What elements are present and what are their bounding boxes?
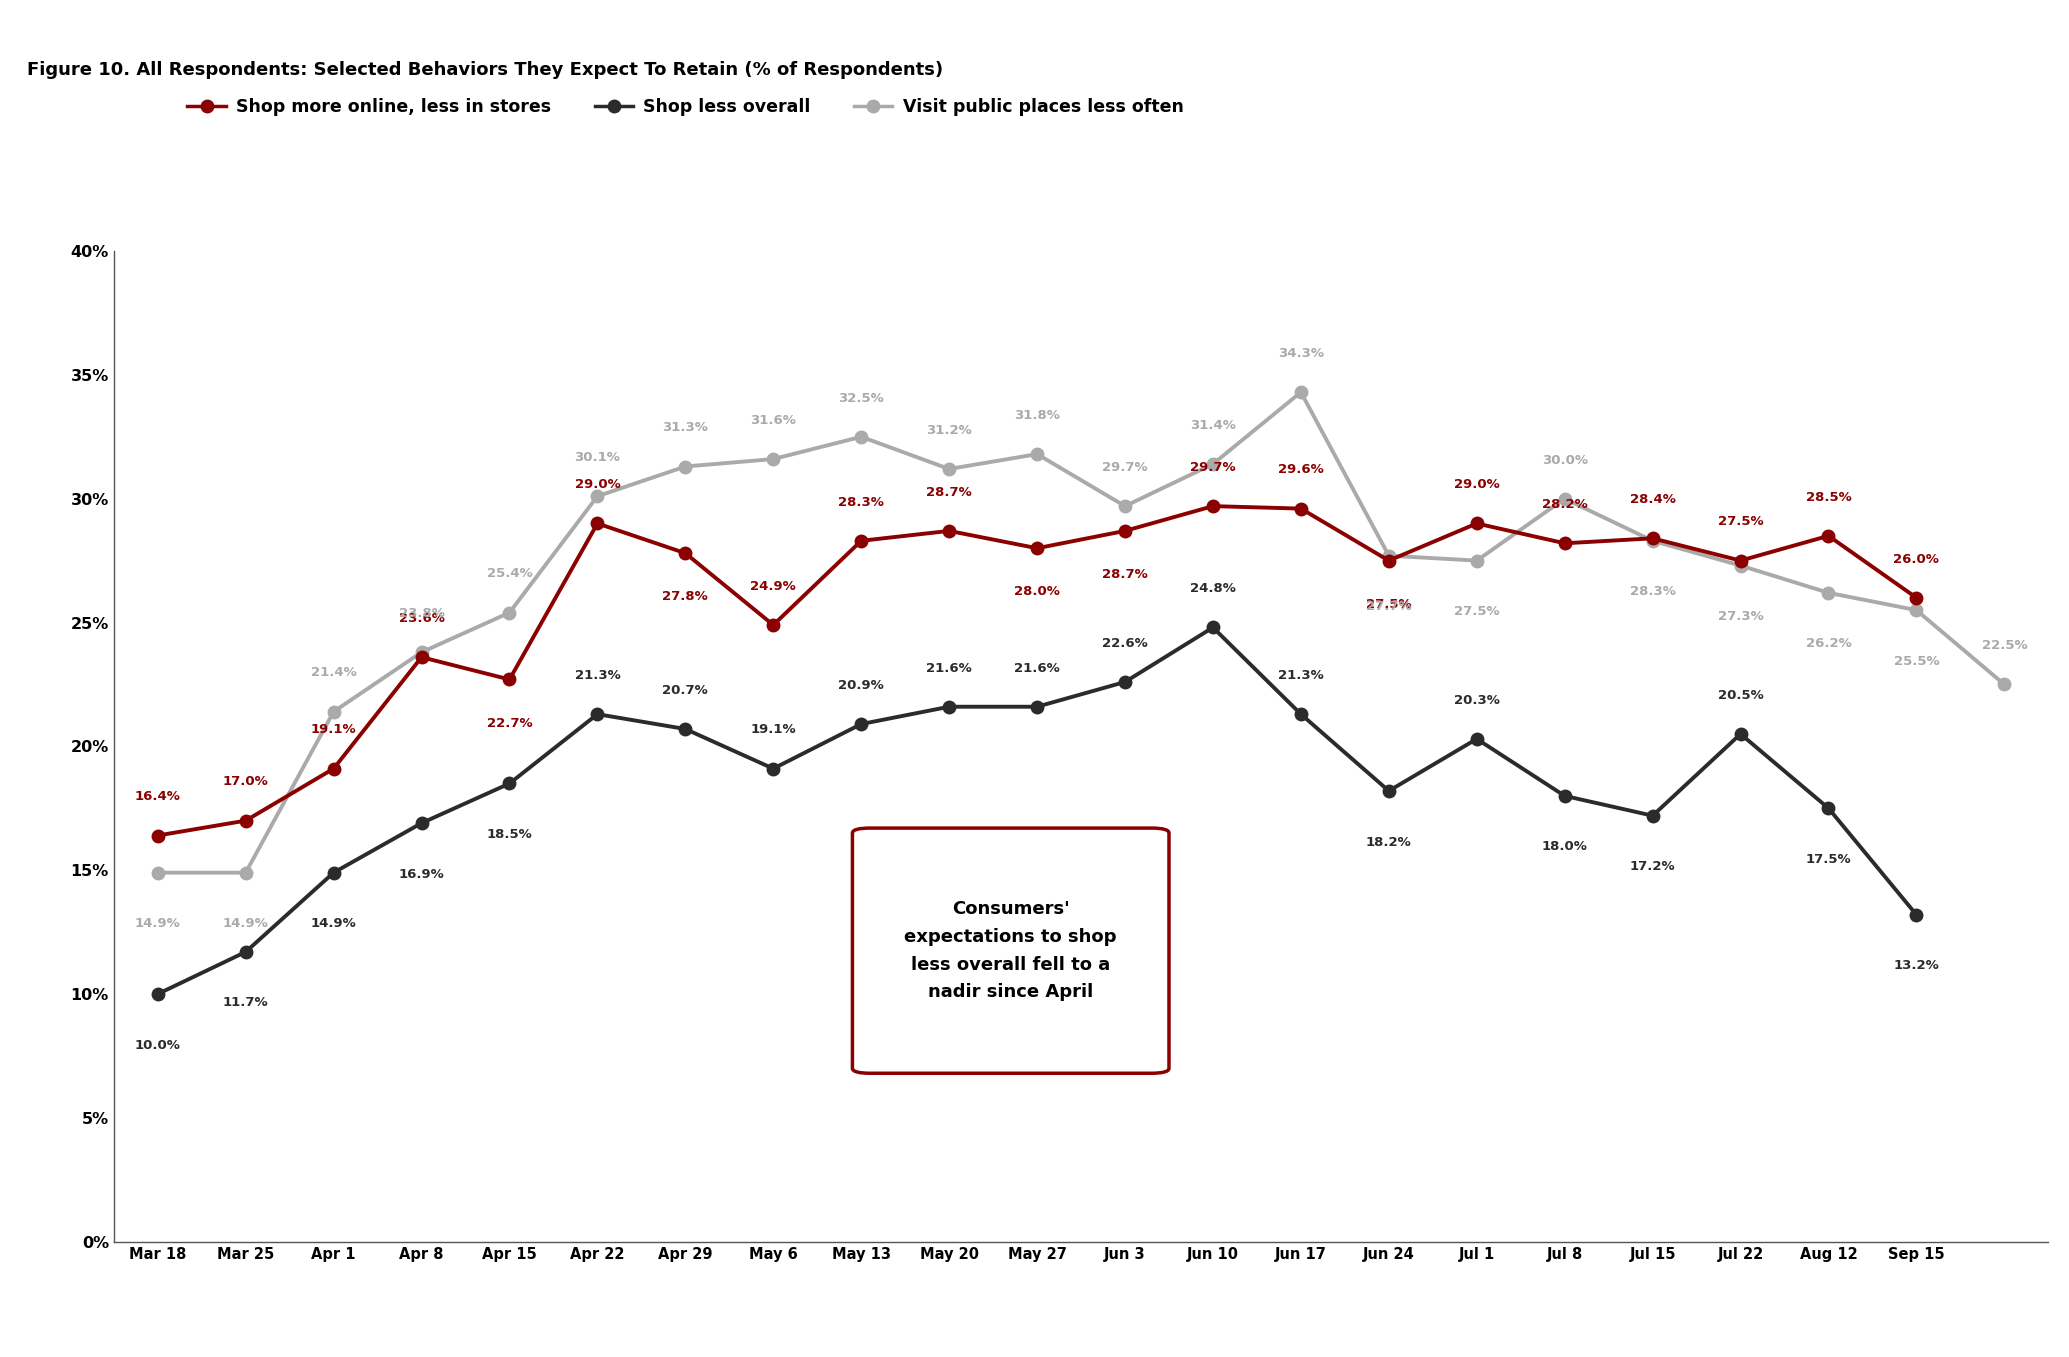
Text: 17.2%: 17.2% xyxy=(1630,860,1676,874)
Text: 28.0%: 28.0% xyxy=(1014,585,1059,598)
Text: 28.4%: 28.4% xyxy=(1630,493,1676,506)
Text: 18.5%: 18.5% xyxy=(486,828,532,841)
Text: 27.8%: 27.8% xyxy=(662,590,708,604)
Text: 31.6%: 31.6% xyxy=(751,414,797,427)
Text: 26.0%: 26.0% xyxy=(1893,552,1939,566)
Text: 24.8%: 24.8% xyxy=(1190,582,1235,596)
Text: 22.7%: 22.7% xyxy=(486,716,532,730)
Text: 29.0%: 29.0% xyxy=(575,478,621,491)
Text: 29.7%: 29.7% xyxy=(1103,461,1148,474)
Text: 25.5%: 25.5% xyxy=(1893,654,1939,668)
Text: 27.7%: 27.7% xyxy=(1366,600,1411,613)
Text: 19.1%: 19.1% xyxy=(310,723,356,737)
Text: 27.3%: 27.3% xyxy=(1717,611,1763,623)
Text: Consumers'
expectations to shop
less overall fell to a
nadir since April: Consumers' expectations to shop less ove… xyxy=(904,900,1117,1001)
Text: 16.4%: 16.4% xyxy=(134,790,180,803)
Text: 13.2%: 13.2% xyxy=(1893,959,1939,973)
Text: Figure 10. All Respondents: Selected Behaviors They Expect To Retain (% of Respo: Figure 10. All Respondents: Selected Beh… xyxy=(27,61,943,79)
Text: 29.7%: 29.7% xyxy=(1190,461,1235,474)
Text: 20.9%: 20.9% xyxy=(838,678,883,692)
Text: 27.5%: 27.5% xyxy=(1366,597,1411,611)
Text: 22.5%: 22.5% xyxy=(1982,639,2028,653)
Text: 21.6%: 21.6% xyxy=(1014,661,1059,674)
Text: 28.3%: 28.3% xyxy=(1630,585,1676,598)
Text: 17.0%: 17.0% xyxy=(223,775,269,788)
Text: 26.2%: 26.2% xyxy=(1806,638,1852,650)
Text: 14.9%: 14.9% xyxy=(310,917,356,931)
Text: 28.7%: 28.7% xyxy=(1103,569,1148,581)
Text: 31.4%: 31.4% xyxy=(1190,419,1235,432)
Text: 30.1%: 30.1% xyxy=(575,451,621,464)
Text: 31.8%: 31.8% xyxy=(1014,408,1059,422)
Text: 28.7%: 28.7% xyxy=(927,486,972,498)
Text: 29.0%: 29.0% xyxy=(1455,478,1500,491)
Text: 18.0%: 18.0% xyxy=(1541,840,1587,854)
Text: 11.7%: 11.7% xyxy=(223,996,269,1010)
Text: 21.3%: 21.3% xyxy=(1279,669,1324,683)
Text: 28.2%: 28.2% xyxy=(1541,498,1587,512)
Text: 29.6%: 29.6% xyxy=(1279,463,1324,476)
Text: 31.2%: 31.2% xyxy=(927,423,972,437)
Text: 10.0%: 10.0% xyxy=(134,1038,180,1052)
Text: 21.4%: 21.4% xyxy=(310,666,356,680)
Text: 20.7%: 20.7% xyxy=(662,684,708,697)
Text: 17.5%: 17.5% xyxy=(1806,852,1852,866)
Text: 23.6%: 23.6% xyxy=(399,612,445,626)
Text: 20.3%: 20.3% xyxy=(1455,693,1500,707)
Text: 28.5%: 28.5% xyxy=(1806,491,1852,503)
Text: 20.5%: 20.5% xyxy=(1717,689,1763,702)
Text: 16.9%: 16.9% xyxy=(399,867,445,881)
Text: 23.8%: 23.8% xyxy=(399,607,445,620)
Text: 27.5%: 27.5% xyxy=(1717,516,1763,528)
Text: 27.5%: 27.5% xyxy=(1455,605,1500,619)
Text: 21.3%: 21.3% xyxy=(575,669,621,683)
Text: 30.0%: 30.0% xyxy=(1541,453,1587,467)
Text: 14.9%: 14.9% xyxy=(223,917,269,931)
Text: 28.3%: 28.3% xyxy=(838,495,883,509)
Text: 22.6%: 22.6% xyxy=(1103,636,1148,650)
Text: 14.9%: 14.9% xyxy=(134,917,180,931)
Text: 21.6%: 21.6% xyxy=(927,661,972,674)
Text: 32.5%: 32.5% xyxy=(838,392,883,404)
Text: 25.4%: 25.4% xyxy=(486,567,532,581)
FancyBboxPatch shape xyxy=(852,828,1169,1073)
Text: 19.1%: 19.1% xyxy=(751,723,797,737)
Text: 18.2%: 18.2% xyxy=(1366,836,1411,848)
Text: 34.3%: 34.3% xyxy=(1279,347,1324,360)
Text: 31.3%: 31.3% xyxy=(662,421,708,434)
Text: 24.9%: 24.9% xyxy=(751,579,797,593)
Legend: Shop more online, less in stores, Shop less overall, Visit public places less of: Shop more online, less in stores, Shop l… xyxy=(180,91,1190,123)
